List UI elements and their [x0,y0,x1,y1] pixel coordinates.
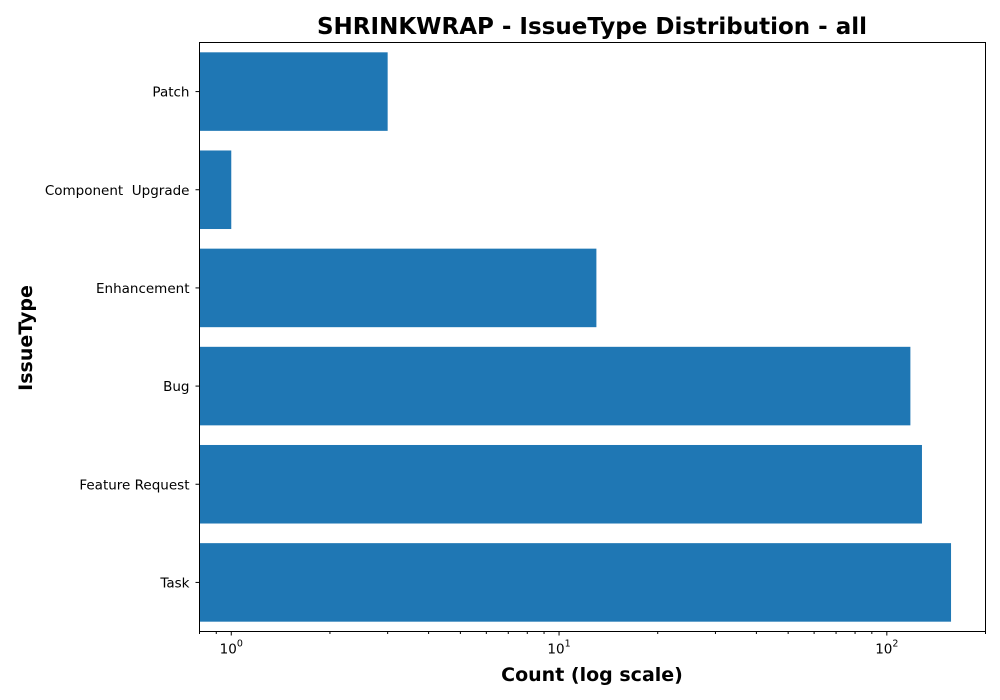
bar-component-upgrade [199,150,232,230]
x-tick-label: 101 [547,639,570,658]
y-tick-label: Component Upgrade [45,183,190,199]
bar-task [199,543,952,622]
bar-patch [199,52,388,131]
plot-area: Patch Component Upgrade Enhancement Bug Feat… [45,52,986,658]
chart-title: SHRINKWRAP - IssueType Distribution - al… [317,14,867,40]
y-tick-label: Enhancement [96,281,190,297]
y-axis-label: IssueType [15,285,37,391]
y-tick-label: Bug [163,379,189,395]
x-axis-label: Count (log scale) [501,664,683,686]
x-tick-label: 102 [875,639,898,658]
y-tick-label: Feature Request [79,477,189,493]
bar-feature-request [199,444,922,524]
x-tick-label: 100 [220,639,243,658]
y-tick-label: Task [159,575,189,591]
bar-bug [199,346,911,426]
bar-enhancement [199,248,597,328]
y-tick-label: Patch [152,85,189,101]
plot-frame [199,42,986,632]
